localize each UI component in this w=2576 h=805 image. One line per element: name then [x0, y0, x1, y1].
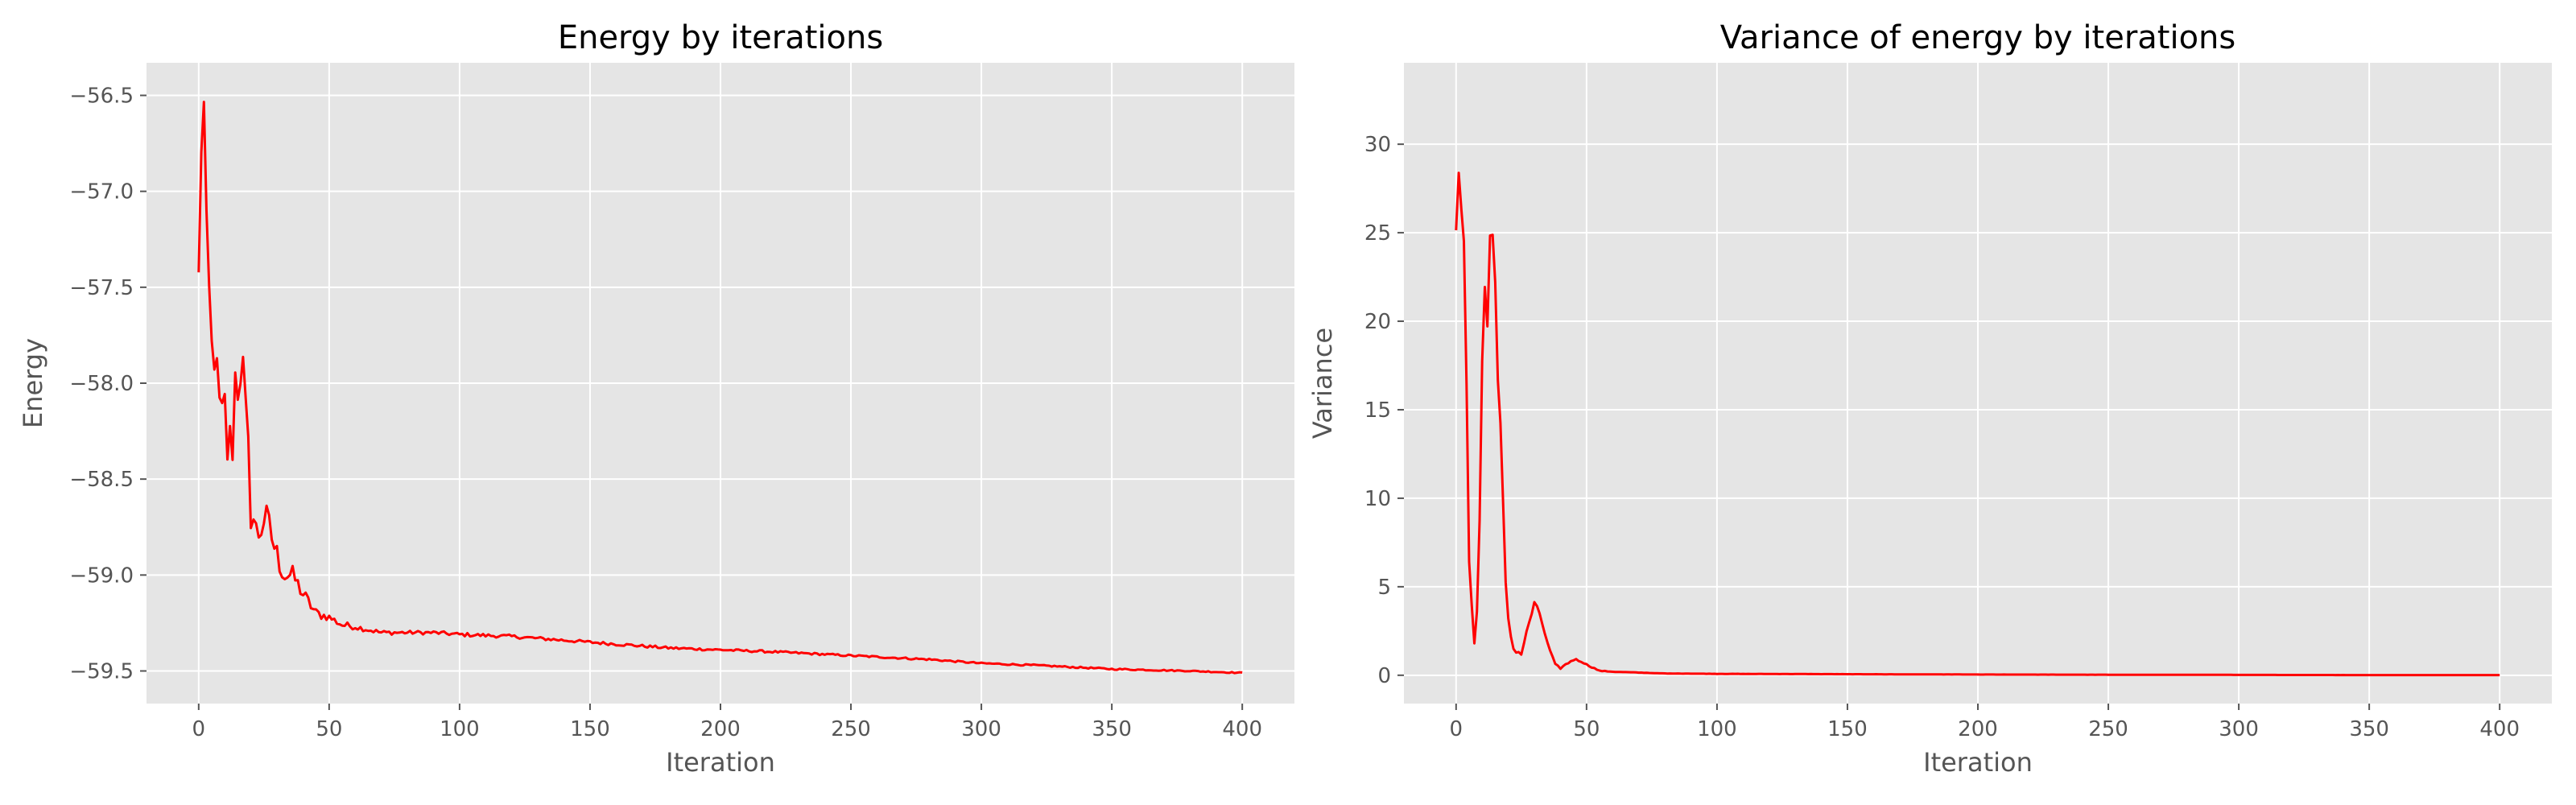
- x-tick-label: 400: [1222, 717, 1262, 741]
- y-tick-label: −57.5: [69, 276, 134, 300]
- x-tick-label: 50: [316, 717, 342, 741]
- y-tick-label: −59.5: [69, 659, 134, 683]
- y-tick-label: −58.5: [69, 468, 134, 492]
- y-tick-label: 5: [1377, 576, 1391, 600]
- x-tick-label: 350: [1092, 717, 1132, 741]
- y-tick-label: 0: [1377, 664, 1391, 688]
- chart-panel-1: 0 50 100 150 200 250 300 350 400 −56.5 −57.0 −57.5 −…: [18, 19, 1294, 778]
- x-tick-label: 50: [1573, 717, 1600, 741]
- y-tick-label: 30: [1364, 133, 1391, 157]
- y-tick-label: −56.5: [69, 85, 134, 109]
- x-tick-label: 0: [1450, 717, 1463, 741]
- x-tick-label: 100: [1697, 717, 1737, 741]
- y-tick-label: 20: [1364, 310, 1391, 334]
- y-tick-label: 25: [1364, 221, 1391, 246]
- chart-title: Energy by iterations: [558, 19, 883, 56]
- x-tick-label: 200: [700, 717, 741, 741]
- x-tick-label: 350: [2349, 717, 2389, 741]
- x-tick-label: 150: [570, 717, 610, 741]
- series-line: [197, 101, 1243, 675]
- x-tick-label: 250: [831, 717, 871, 741]
- x-tick-label: 0: [192, 717, 206, 741]
- y-tick-label: 10: [1364, 487, 1391, 511]
- x-tick-label: 200: [1958, 717, 1998, 741]
- x-tick-label: 300: [961, 717, 1001, 741]
- y-tick-label: −57.0: [69, 180, 134, 204]
- x-tick-label: 100: [440, 717, 480, 741]
- x-tick-label: 300: [2219, 717, 2259, 741]
- y-axis-label: Variance: [1307, 328, 1338, 439]
- y-tick-label: 15: [1364, 398, 1391, 423]
- y-tick-label: −58.0: [69, 372, 134, 396]
- x-tick-label: 250: [2088, 717, 2128, 741]
- y-axis-label: Energy: [18, 338, 48, 428]
- x-axis-label: Iteration: [1923, 747, 2033, 778]
- x-axis-label: Iteration: [666, 747, 775, 778]
- series-line: [1455, 171, 2500, 677]
- x-tick-label: 400: [2479, 717, 2520, 741]
- chart-panel-2: 0 50 100 150 200 250 300 350 400 0 5 10 15 20 25 30 Vari…: [1307, 19, 2552, 778]
- x-tick-label: 150: [1827, 717, 1868, 741]
- y-tick-label: −59.0: [69, 564, 134, 588]
- chart-title: Variance of energy by iterations: [1720, 19, 2235, 56]
